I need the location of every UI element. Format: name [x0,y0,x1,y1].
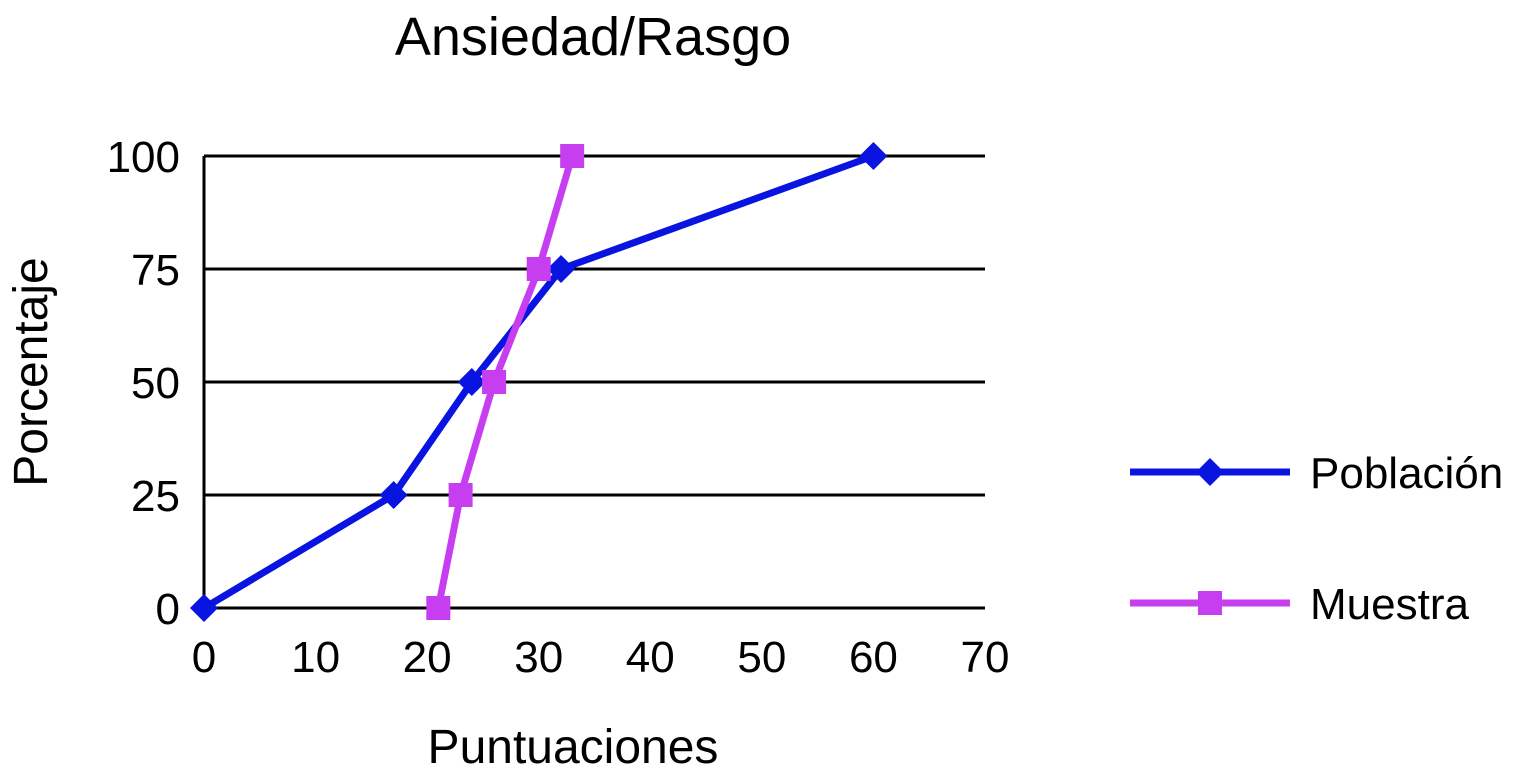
y-tick-label: 0 [156,585,180,634]
x-tick-label: 0 [192,633,216,682]
legend-label: Muestra [1310,580,1469,629]
data-point [859,142,888,170]
y-tick-label: 75 [131,246,180,295]
chart-title: Ansiedad/Rasgo [395,7,791,67]
data-point [547,255,576,283]
gridlines [204,154,985,610]
y-tick-label: 25 [131,472,180,521]
legend-item: Muestra [1130,580,1469,629]
x-tick-label: 40 [626,633,675,682]
data-point [379,481,408,509]
y-tick-label: 100 [107,133,180,182]
series-muestra [426,144,585,620]
data-point [482,370,507,394]
legend-item: Población [1130,449,1503,498]
legend-label: Población [1310,449,1503,498]
series-poblacion [190,142,888,622]
legend-marker [1198,591,1222,615]
x-tick-label: 50 [737,633,786,682]
y-tick-labels: 0 25 50 75 100 [107,133,180,634]
legend: Población Muestra [1130,449,1503,629]
legend-marker [1196,458,1224,486]
x-tick-label: 60 [849,633,898,682]
x-tick-labels: 0 10 20 30 40 50 60 70 [192,633,1010,682]
x-tick-label: 10 [291,633,340,682]
y-tick-label: 50 [131,359,180,408]
x-tick-label: 30 [514,633,563,682]
data-point [190,594,218,622]
x-tick-label: 20 [403,633,452,682]
data-point [526,257,551,281]
y-axis-label: Porcentaje [5,257,58,486]
data-point [426,596,451,620]
data-point [448,483,473,507]
data-point [560,144,585,168]
x-tick-label: 70 [961,633,1010,682]
data-point [457,368,486,396]
x-axis-label: Puntuaciones [428,721,719,774]
series-layer [190,142,888,622]
